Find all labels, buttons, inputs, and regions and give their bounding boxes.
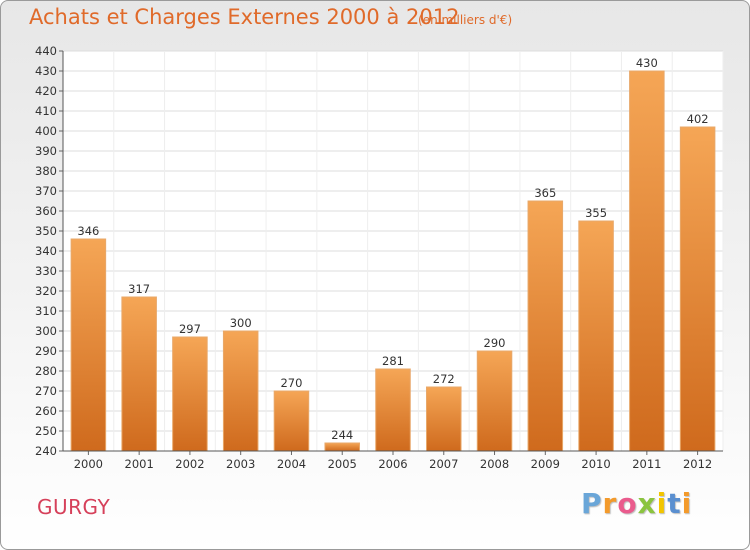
y-tick-label: 290 — [35, 344, 57, 358]
y-tick-label: 350 — [35, 224, 57, 238]
x-tick-label-2011: 2011 — [632, 457, 661, 471]
y-tick-label: 320 — [35, 284, 57, 298]
bar-2009 — [527, 200, 564, 452]
y-tick-label: 380 — [35, 164, 57, 178]
bar-2007 — [426, 386, 462, 452]
logo-letter: t — [667, 487, 682, 520]
bar-2011 — [629, 70, 665, 452]
logo-letter: i — [681, 487, 693, 520]
y-tick-label: 330 — [35, 264, 57, 278]
bar-2008 — [476, 350, 513, 452]
x-tick-label-2004: 2004 — [277, 457, 306, 471]
x-tick-label-2000: 2000 — [74, 457, 103, 471]
bar-2010 — [578, 220, 614, 452]
x-tick-label-2008: 2008 — [480, 457, 509, 471]
x-tick-label-2010: 2010 — [581, 457, 610, 471]
bar-2012 — [679, 126, 716, 452]
value-label-2005: 244 — [331, 428, 353, 442]
value-label-2001: 317 — [128, 282, 150, 296]
value-label-2006: 281 — [382, 354, 404, 368]
value-label-2003: 300 — [230, 316, 252, 330]
x-tick-label-2006: 2006 — [378, 457, 407, 471]
town-name: GURGY — [37, 495, 111, 519]
x-tick-label-2007: 2007 — [429, 457, 458, 471]
chart-subtitle: (en milliers d'€) — [418, 13, 513, 27]
y-tick-label: 340 — [35, 244, 57, 258]
value-label-2011: 430 — [636, 56, 658, 70]
value-label-2009: 365 — [534, 186, 556, 200]
bar-2005 — [324, 442, 360, 452]
value-label-2007: 272 — [433, 372, 455, 386]
y-tick-label: 240 — [35, 444, 57, 458]
value-label-2000: 346 — [77, 224, 99, 238]
y-tick-label: 280 — [35, 364, 57, 378]
x-tick-label-2012: 2012 — [683, 457, 712, 471]
y-tick-label: 300 — [35, 324, 57, 338]
x-tick-label-2001: 2001 — [125, 457, 154, 471]
y-tick-label: 420 — [35, 84, 57, 98]
value-label-2010: 355 — [585, 206, 607, 220]
bar-2004 — [273, 390, 310, 452]
y-tick-label: 250 — [35, 424, 57, 438]
bar-2002 — [172, 336, 208, 452]
x-tick-label-2005: 2005 — [328, 457, 357, 471]
value-label-2012: 402 — [687, 112, 709, 126]
x-tick-label-2002: 2002 — [175, 457, 204, 471]
y-tick-label: 430 — [35, 64, 57, 78]
bar-2006 — [375, 368, 411, 452]
bar-2001 — [121, 296, 157, 452]
y-tick-label: 270 — [35, 384, 57, 398]
y-tick-label: 310 — [35, 304, 57, 318]
x-tick-label-2009: 2009 — [531, 457, 560, 471]
y-tick-label: 400 — [35, 124, 57, 138]
y-tick-label: 370 — [35, 184, 57, 198]
y-tick-label: 390 — [35, 144, 57, 158]
bar-2003 — [222, 330, 259, 452]
value-label-2004: 270 — [280, 376, 302, 390]
y-tick-label: 440 — [35, 44, 57, 58]
y-tick-label: 260 — [35, 404, 57, 418]
y-tick-label: 360 — [35, 204, 57, 218]
value-label-2002: 297 — [179, 322, 201, 336]
x-tick-label-2003: 2003 — [226, 457, 255, 471]
proxiti-logo: Proxiti — [581, 487, 692, 520]
value-label-2008: 290 — [484, 336, 506, 350]
logo-letter: r — [602, 487, 618, 520]
logo-letter: o — [617, 487, 638, 520]
logo-letter: i — [656, 487, 668, 520]
chart-title: Achats et Charges Externes 2000 à 2012 — [29, 5, 460, 29]
bar-2000 — [70, 238, 107, 452]
logo-letter: x — [637, 487, 657, 520]
y-tick-label: 410 — [35, 104, 57, 118]
logo-letter: P — [581, 487, 603, 520]
